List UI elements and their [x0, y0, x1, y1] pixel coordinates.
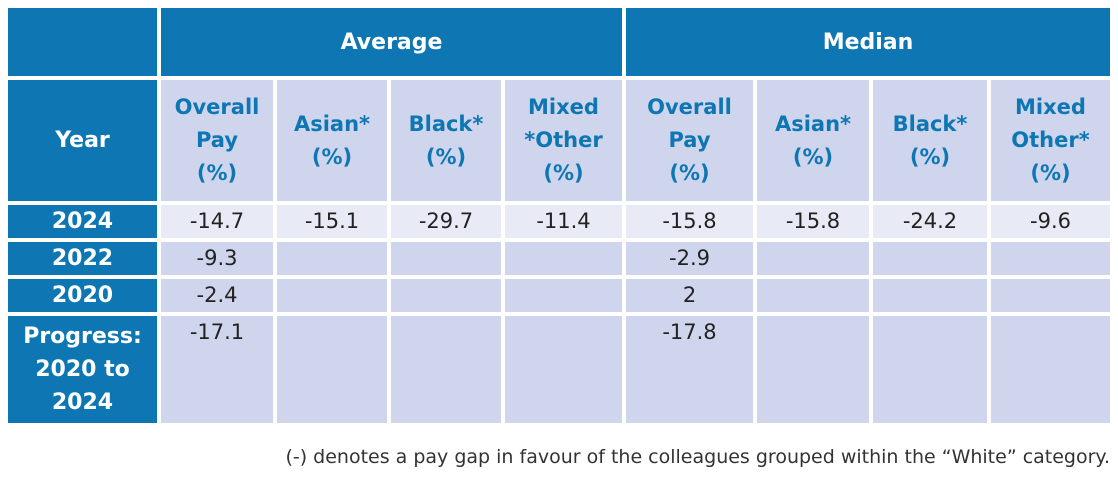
row-label-2022: 2022	[8, 242, 157, 275]
table-cell	[277, 279, 387, 312]
table-cell: -14.7	[161, 205, 273, 238]
table-cell	[991, 316, 1110, 423]
table-cell	[991, 279, 1110, 312]
row-label-2020: 2020	[8, 279, 157, 312]
table-cell: -24.2	[873, 205, 987, 238]
column-header-average-overall: Overall Pay (%)	[161, 80, 273, 201]
column-header-median-overall: Overall Pay (%)	[626, 80, 753, 201]
table-cell: -17.1	[161, 316, 273, 423]
row-label-2024: 2024	[8, 205, 157, 238]
table-cell: -2.4	[161, 279, 273, 312]
table-cell	[277, 316, 387, 423]
table-cell	[505, 242, 622, 275]
column-header-median-asian: Asian* (%)	[757, 80, 869, 201]
table-row: Progress: 2020 to 2024 -17.1 -17.8	[8, 316, 1110, 423]
table-cell	[873, 316, 987, 423]
empty-corner-cell	[8, 8, 157, 76]
table-cell: -29.7	[391, 205, 501, 238]
table-cell	[391, 316, 501, 423]
table-cell	[505, 279, 622, 312]
table-cell	[505, 316, 622, 423]
median-header: Median	[626, 8, 1110, 76]
table-cell: -15.8	[757, 205, 869, 238]
table-cell	[873, 242, 987, 275]
table-cell: 2	[626, 279, 753, 312]
table-cell: -9.6	[991, 205, 1110, 238]
table-cell	[757, 316, 869, 423]
column-header-average-black: Black* (%)	[391, 80, 501, 201]
table-cell	[873, 279, 987, 312]
table-cell	[757, 242, 869, 275]
table-cell: -15.1	[277, 205, 387, 238]
table-cell: -11.4	[505, 205, 622, 238]
table-cell: -17.8	[626, 316, 753, 423]
table-cell: -15.8	[626, 205, 753, 238]
table-row: 2020 -2.4 2	[8, 279, 1110, 312]
column-header-average-asian: Asian* (%)	[277, 80, 387, 201]
sub-header-row: Year Overall Pay (%) Asian* (%) Black* (…	[8, 80, 1110, 201]
average-header: Average	[161, 8, 622, 76]
group-header-row: Average Median	[8, 8, 1110, 76]
table-row: 2024 -14.7 -15.1 -29.7 -11.4 -15.8 -15.8…	[8, 205, 1110, 238]
table-cell: -9.3	[161, 242, 273, 275]
table-cell	[277, 242, 387, 275]
pay-gap-table: Average Median Year Overall Pay (%) Asia…	[4, 4, 1114, 427]
column-header-average-mixed-other: Mixed *Other (%)	[505, 80, 622, 201]
table-cell	[991, 242, 1110, 275]
column-header-median-mixed-other: Mixed Other* (%)	[991, 80, 1110, 201]
table-cell: -2.9	[626, 242, 753, 275]
table-cell	[391, 242, 501, 275]
table-cell	[757, 279, 869, 312]
footnote: (-) denotes a pay gap in favour of the c…	[285, 446, 1110, 468]
column-header-median-black: Black* (%)	[873, 80, 987, 201]
table-row: 2022 -9.3 -2.9	[8, 242, 1110, 275]
row-label-progress: Progress: 2020 to 2024	[8, 316, 157, 423]
year-header: Year	[8, 80, 157, 201]
table-cell	[391, 279, 501, 312]
